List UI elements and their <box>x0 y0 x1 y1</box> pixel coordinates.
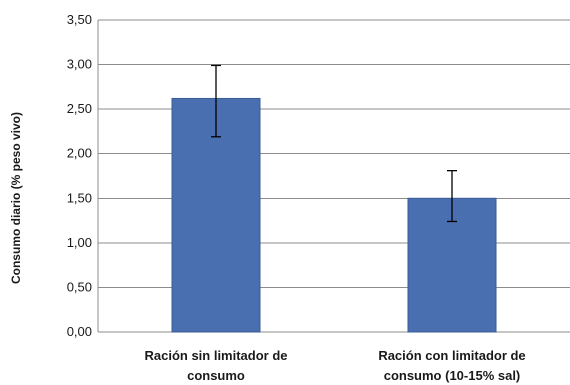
y-tick-label: 2,00 <box>67 146 92 161</box>
y-tick-label: 2,50 <box>67 101 92 116</box>
y-tick-label: 0,00 <box>67 324 92 339</box>
error-bars <box>211 64 457 223</box>
gridlines <box>97 19 570 333</box>
y-axis-title: Consumo diario (% peso vivo) <box>9 112 23 284</box>
y-tick-label: 0,50 <box>67 279 92 294</box>
y-axis-tick-labels: 0,00 0,50 1,00 1,50 2,00 2,50 3,00 3,50 <box>67 12 92 339</box>
y-tick-label: 3,00 <box>67 57 92 72</box>
y-tick-label: 3,50 <box>67 12 92 27</box>
y-tick-label: 1,00 <box>67 235 92 250</box>
y-tick-label: 1,50 <box>67 190 92 205</box>
bars <box>171 97 497 333</box>
x-category-label: Ración con limitador de consumo (10-15% s… <box>378 348 525 383</box>
x-category-label: Ración sin limitador de consumo <box>144 348 287 383</box>
x-axis-category-labels: Ración sin limitador de consumo Ración con… <box>144 348 525 383</box>
